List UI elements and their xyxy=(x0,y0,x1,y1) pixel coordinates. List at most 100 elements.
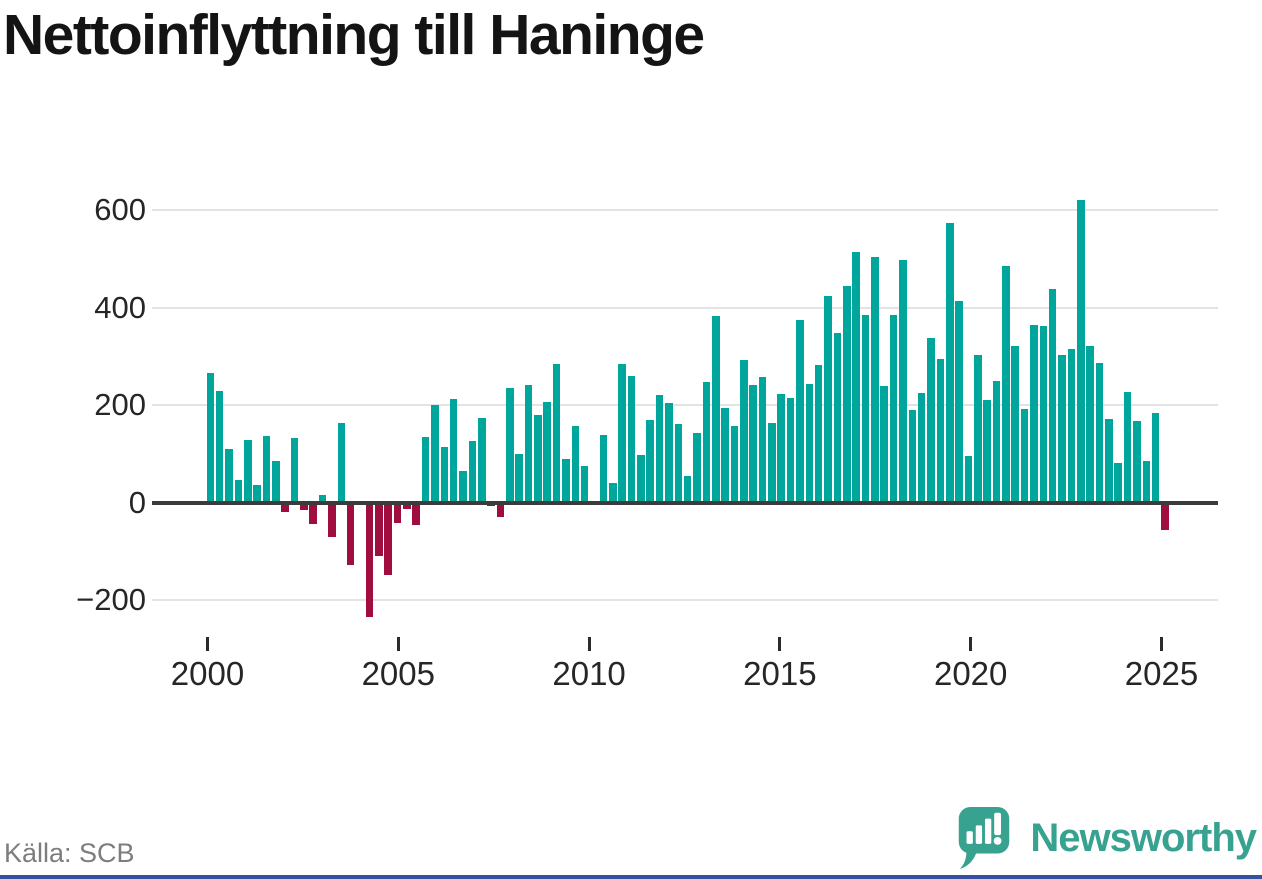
bar xyxy=(1011,345,1020,503)
bar xyxy=(253,485,261,503)
bar xyxy=(955,300,963,503)
newsworthy-logo-icon xyxy=(959,806,1010,870)
bar xyxy=(693,433,701,503)
bar xyxy=(927,338,935,503)
bar xyxy=(805,383,814,503)
bar xyxy=(1133,421,1141,503)
bar xyxy=(749,385,757,503)
x-tick-label: 2015 xyxy=(743,655,817,692)
bar xyxy=(608,483,617,503)
bar xyxy=(1020,409,1029,503)
bar xyxy=(1076,200,1085,503)
bar xyxy=(496,502,505,517)
bar xyxy=(1002,266,1010,503)
bar xyxy=(768,422,776,503)
bar xyxy=(936,358,945,503)
bar xyxy=(1095,363,1104,503)
bar xyxy=(814,365,823,503)
bar xyxy=(777,394,786,503)
bar xyxy=(852,251,860,503)
bar xyxy=(824,295,832,503)
bar xyxy=(562,458,570,503)
bar xyxy=(1114,462,1122,503)
bar xyxy=(459,471,467,503)
x-tick-label: 2020 xyxy=(933,655,1008,692)
bar xyxy=(786,397,795,503)
x-tick xyxy=(587,637,591,651)
bar xyxy=(206,372,215,503)
bar xyxy=(215,391,224,503)
bar xyxy=(917,392,926,503)
bar xyxy=(655,395,664,503)
bar xyxy=(281,502,289,513)
bar xyxy=(1030,324,1038,503)
bar xyxy=(711,316,720,503)
y-axis-label: 200 xyxy=(94,387,146,422)
bar xyxy=(225,448,233,503)
bar xyxy=(365,502,374,617)
bar xyxy=(1067,348,1076,503)
bar xyxy=(945,223,954,503)
x-tick-label: 2000 xyxy=(170,655,245,692)
bar xyxy=(1151,413,1160,503)
bar xyxy=(534,415,542,503)
bar xyxy=(702,381,711,503)
bar xyxy=(758,377,767,503)
bar xyxy=(243,439,252,503)
gridline xyxy=(152,404,1218,406)
bar xyxy=(543,401,552,503)
bar xyxy=(571,426,580,503)
bar xyxy=(730,426,739,503)
bar xyxy=(272,461,280,503)
logo-bars-icon xyxy=(966,812,1002,845)
y-axis-label: 0 xyxy=(128,484,146,520)
page-title: Nettoinflyttning till Haninge xyxy=(3,3,705,67)
bar xyxy=(412,502,420,526)
bar xyxy=(374,502,383,557)
bar xyxy=(262,436,271,503)
x-tick xyxy=(969,637,973,651)
bar xyxy=(524,384,533,503)
bar xyxy=(974,354,982,503)
bar xyxy=(449,399,458,503)
bar xyxy=(796,319,804,503)
bar xyxy=(515,453,523,503)
bar xyxy=(627,376,636,503)
bar xyxy=(393,502,402,523)
footer-accent-bar xyxy=(0,875,1262,879)
bar xyxy=(1058,355,1066,503)
bar xyxy=(833,333,842,503)
bar xyxy=(1086,346,1094,503)
bar xyxy=(552,364,561,503)
bar xyxy=(983,399,991,503)
bar xyxy=(337,423,346,503)
bar xyxy=(842,286,851,503)
bar xyxy=(580,466,589,503)
brand-footer: Newsworthy xyxy=(948,805,1257,871)
bar xyxy=(637,455,645,503)
bar xyxy=(309,502,318,525)
source-label: Källa: SCB xyxy=(4,838,135,868)
bar xyxy=(431,405,439,503)
bar xyxy=(665,402,673,503)
bar xyxy=(234,480,243,503)
bar xyxy=(899,260,907,503)
bar xyxy=(290,437,299,503)
bar xyxy=(908,410,917,503)
bar xyxy=(721,408,729,503)
bar xyxy=(1039,325,1048,503)
y-axis-label: −200 xyxy=(76,582,146,617)
y-axis-label: 400 xyxy=(94,289,146,325)
brand-wordmark: Newsworthy xyxy=(1030,815,1257,860)
x-tick-label: 2010 xyxy=(552,655,626,692)
bar xyxy=(880,386,888,503)
bar xyxy=(1105,418,1113,503)
bar xyxy=(618,363,626,503)
gridline xyxy=(152,306,1218,309)
bar xyxy=(646,420,654,503)
bar xyxy=(477,418,486,503)
bar xyxy=(506,387,514,503)
bar xyxy=(1123,392,1132,503)
gridline xyxy=(152,209,1218,211)
